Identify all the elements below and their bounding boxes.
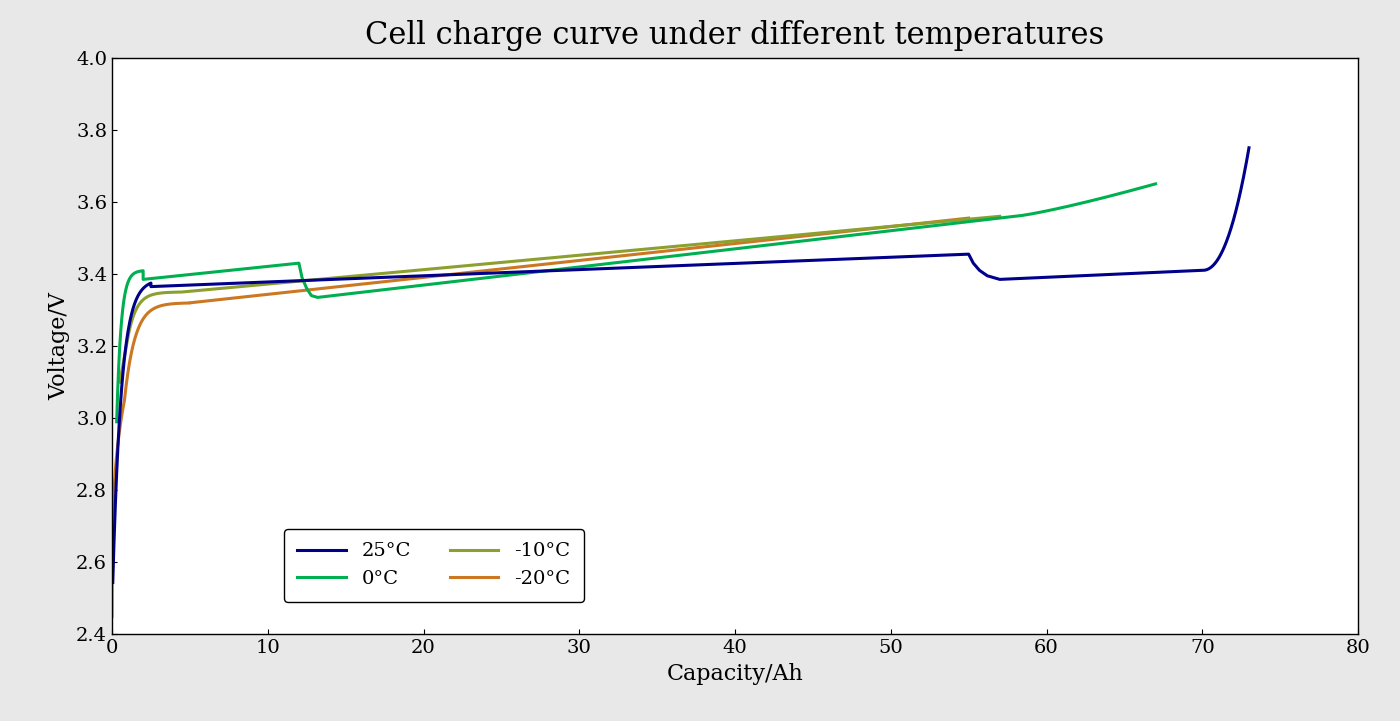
- 0°C: [608, 258, 624, 267]
- -10°C: [888, 221, 904, 230]
- -10°C: [343, 272, 360, 280]
- Line: 0°C: 0°C: [116, 184, 1155, 422]
- 0°C: [1114, 188, 1131, 197]
- 0°C: [108, 417, 125, 426]
- Line: -10°C: -10°C: [120, 216, 1000, 382]
- Title: Cell charge curve under different temperatures: Cell charge curve under different temper…: [365, 19, 1105, 50]
- -20°C: [815, 229, 832, 238]
- Y-axis label: Voltage/V: Voltage/V: [49, 292, 70, 400]
- -20°C: [960, 213, 977, 222]
- -20°C: [813, 230, 830, 239]
- -10°C: [694, 239, 711, 248]
- -10°C: [552, 253, 568, 262]
- 25°C: [484, 269, 501, 278]
- -20°C: [584, 255, 601, 263]
- 25°C: [1226, 208, 1243, 217]
- 0°C: [323, 291, 340, 300]
- 0°C: [482, 273, 498, 282]
- 25°C: [105, 578, 122, 587]
- 25°C: [571, 265, 588, 274]
- 0°C: [1147, 180, 1163, 188]
- -20°C: [293, 286, 309, 295]
- X-axis label: Capacity/Ah: Capacity/Ah: [666, 663, 804, 685]
- -10°C: [112, 378, 129, 386]
- -20°C: [206, 296, 223, 304]
- 25°C: [899, 252, 916, 261]
- Line: 25°C: 25°C: [113, 148, 1249, 583]
- -20°C: [113, 409, 130, 417]
- -10°C: [218, 283, 235, 292]
- 25°C: [108, 492, 125, 501]
- Line: -20°C: -20°C: [112, 218, 969, 616]
- -20°C: [104, 612, 120, 621]
- 0°C: [903, 224, 920, 233]
- 25°C: [602, 264, 619, 273]
- -10°C: [497, 257, 514, 266]
- 0°C: [729, 244, 746, 253]
- -10°C: [991, 212, 1008, 221]
- 25°C: [1240, 143, 1257, 152]
- Legend: 25°C, 0°C, -10°C, -20°C: 25°C, 0°C, -10°C, -20°C: [284, 528, 584, 602]
